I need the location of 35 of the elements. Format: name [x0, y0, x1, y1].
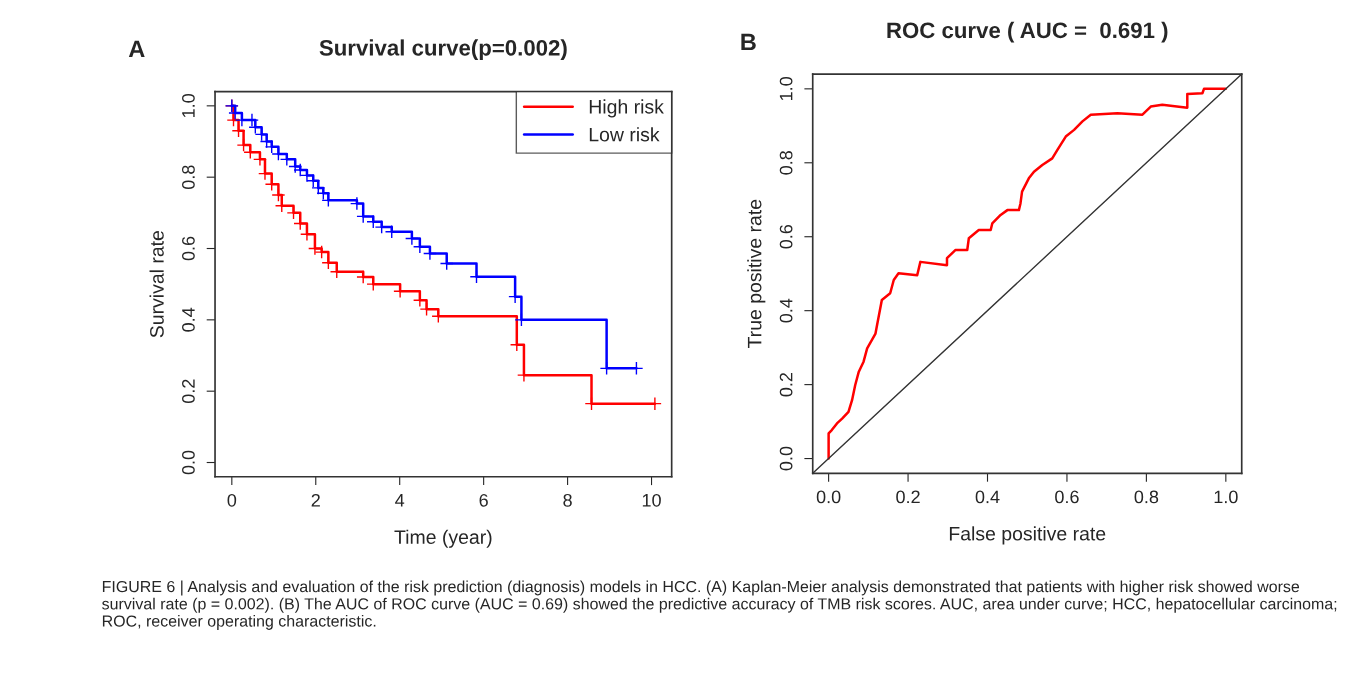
- text: A: [128, 40, 145, 57]
- chart-title: ROC curve ( AUC = 0.691 ): [887, 21, 1168, 43]
- y-tick-label: 0.8: [182, 165, 195, 190]
- x-axis-title: False positive rate: [949, 526, 1106, 545]
- x-tick-label: 6: [479, 493, 488, 507]
- x-tick-label: 0.6: [1055, 490, 1079, 504]
- x-tick-label: 0.8: [1134, 490, 1159, 504]
- y-axis-title: True positive rate: [747, 199, 766, 348]
- x-tick-label: 0: [227, 493, 237, 507]
- caption: FIGURE 6 | Analysis and evaluation of the risk prediction (diagnosis) models in HCC. (A) Kaplan-Meier analysis demonstrated that patients with higher risk showed worse survival rate (p = 0.002). (B) The AUC of ROC curve (AUC = 0.69) showed the predictive accuracy of TMB risk scores. AUC, area under curve; HCC, hepatocellular carcinoma; ROC, receiver operating characteristic.: [102, 580, 1337, 630]
- legend-label: High risk: [589, 99, 664, 118]
- y-tick-label: 0.2: [182, 379, 195, 404]
- y-tick-label: 0.0: [182, 450, 195, 475]
- x-tick-label: 2: [311, 493, 320, 507]
- x-tick-label: 0.2: [896, 490, 920, 504]
- x-tick-label: 4: [395, 494, 405, 507]
- y-tick-label: 1.0: [182, 94, 195, 118]
- y-tick-label: 0.2: [779, 372, 793, 397]
- x-tick-label: 10: [642, 493, 661, 507]
- x-axis-title: Time (year): [394, 529, 492, 548]
- chart-title: Survival curve(p=0.002): [319, 39, 567, 61]
- legend-label: Low risk: [589, 127, 660, 142]
- y-tick-label: 0.4: [182, 307, 195, 332]
- text: B: [741, 33, 756, 51]
- y-axis-title: Survival rate: [149, 231, 164, 338]
- y-tick-label: 0.8: [779, 151, 793, 175]
- x-tick-label: 8: [563, 493, 572, 507]
- y-tick-label: 0.6: [779, 224, 793, 249]
- x-tick-label: 1.0: [1214, 490, 1238, 504]
- x-tick-label: 0.4: [975, 490, 1000, 504]
- y-tick-label: 0.0: [779, 446, 793, 471]
- y-tick-label: 0.4: [779, 298, 793, 323]
- y-tick-label: 1.0: [779, 77, 793, 101]
- y-tick-label: 0.6: [182, 236, 195, 261]
- x-tick-label: 0.0: [816, 490, 841, 504]
